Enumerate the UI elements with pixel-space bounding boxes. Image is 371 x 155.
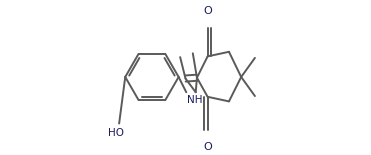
Text: O: O xyxy=(203,6,212,16)
Text: HO: HO xyxy=(108,128,124,138)
Text: NH: NH xyxy=(187,95,202,104)
Text: O: O xyxy=(203,142,212,152)
